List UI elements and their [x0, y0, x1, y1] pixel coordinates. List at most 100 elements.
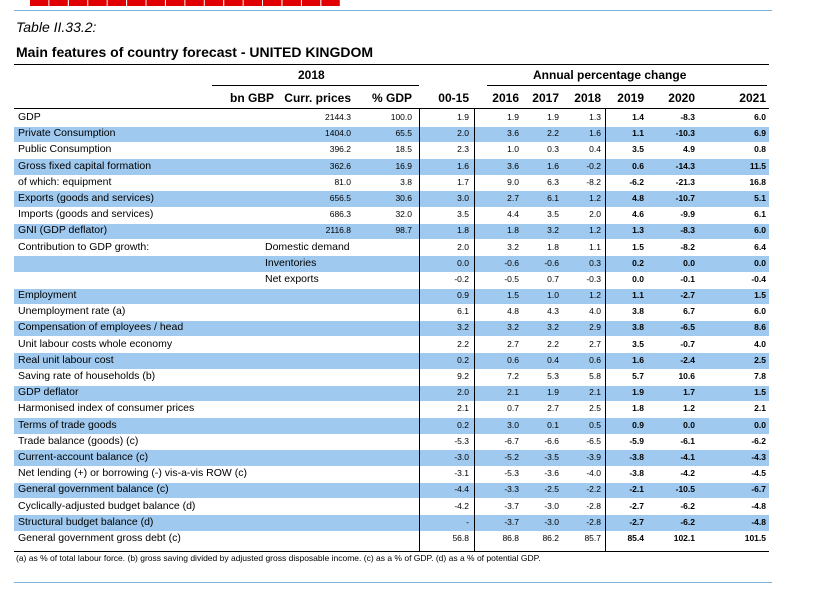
- cell-value: 9.0: [507, 176, 519, 187]
- cell-value: 1.1: [632, 128, 644, 139]
- col-2020: 2020: [668, 91, 695, 105]
- header-separator: [14, 108, 769, 109]
- cell-value: -0.2: [586, 160, 601, 171]
- cell-value: 1.9: [457, 112, 469, 122]
- cell-value: 0.0: [683, 419, 695, 430]
- cell-value: 1.1: [589, 241, 601, 252]
- cell-value: 0.6: [589, 354, 601, 365]
- table-row: Net exports -0.2 -0.5 0.7 -0.3 0.0 -0.1 -0.4: [14, 272, 769, 288]
- cell-value: 4.9: [683, 144, 695, 155]
- cell-value: 3.5: [632, 338, 644, 349]
- cell-value: 1.6: [547, 160, 559, 171]
- table-subtitle: Main features of country forecast - UNIT…: [16, 44, 374, 60]
- cell-value: -8.2: [680, 241, 695, 252]
- table-row: Real unit labour cost 0.2 0.6 0.4 0.6 1.6 -2.4…: [14, 353, 769, 369]
- cell-value: 2.1: [589, 387, 601, 398]
- cell-value: -: [466, 516, 469, 527]
- row-label: of which: equipment: [18, 175, 112, 188]
- row-label: Harmonised index of consumer prices: [18, 402, 195, 415]
- table-title: Table II.33.2:: [16, 19, 97, 35]
- table-body: GDP 2144.3 100.0 1.9 1.9 1.9 1.3 1.4 -8.3 6.0 Priv…: [14, 110, 769, 547]
- cell-value: 1.8: [457, 225, 469, 236]
- row-label: General government balance (c): [18, 483, 169, 496]
- table-row: Gross fixed capital formation 362.6 16.9 1.…: [14, 159, 769, 175]
- cell-value: 1.9: [547, 387, 559, 398]
- cell-pct-gdp: 3.8: [400, 176, 412, 187]
- table-row: Imports (goods and services) 686.3 32.0 3.5…: [14, 207, 769, 223]
- cell-pct-gdp: 65.5: [395, 128, 412, 139]
- cell-value: 9.2: [457, 371, 469, 381]
- cell-value: 0.2: [457, 419, 469, 430]
- cell-value: 1.3: [632, 225, 644, 236]
- cell-curr-prices: 2116.8: [325, 225, 351, 236]
- cell-value: -10.5: [675, 484, 695, 495]
- cell-value: 3.2: [507, 322, 519, 333]
- cell-value: 0.3: [547, 144, 559, 155]
- table-row: Net lending (+) or borrowing (-) vis-a-v…: [14, 466, 769, 482]
- cell-pct-gdp: 30.6: [395, 192, 412, 203]
- cell-value: 1.3: [589, 112, 601, 122]
- cell-value: 2.3: [457, 144, 469, 155]
- cell-value: 6.7: [683, 306, 695, 317]
- cell-curr-prices: 81.0: [334, 176, 351, 187]
- cell-value: -8.2: [586, 176, 601, 187]
- cell-value: 3.2: [457, 322, 469, 333]
- cell-value: 1.9: [507, 112, 519, 122]
- annual-group-line: [487, 85, 767, 86]
- row-shading: [14, 482, 769, 499]
- cell-value: 0.2: [457, 354, 469, 365]
- cropped-red-heading: ████████████████: [30, 0, 390, 6]
- cell-value: -4.1: [680, 451, 695, 462]
- cell-value: -0.2: [454, 273, 469, 284]
- cell-value: 0.0: [683, 257, 695, 268]
- table-row: Exports (goods and services) 656.5 30.6 3.0…: [14, 191, 769, 207]
- cell-value: -4.8: [751, 500, 766, 511]
- row-shading: [14, 126, 769, 143]
- cell-value: -3.8: [629, 451, 644, 462]
- cell-value: -14.3: [675, 160, 695, 171]
- cell-value: -0.6: [544, 257, 559, 268]
- row-label: Compensation of employees / head: [18, 321, 184, 334]
- cell-pct-gdp: 18.5: [395, 144, 412, 155]
- header-annual-change: Annual percentage change: [533, 68, 687, 82]
- col-unit: bn GBP: [230, 91, 274, 105]
- row-label: Private Consumption: [18, 127, 116, 140]
- cell-value: 4.0: [589, 306, 601, 317]
- cell-value: 2.2: [457, 338, 469, 349]
- row-label: Gross fixed capital formation: [18, 159, 152, 172]
- cell-value: 2.5: [754, 354, 766, 365]
- cell-value: -2.1: [629, 484, 644, 495]
- cell-pct-gdp: 32.0: [395, 209, 412, 220]
- cell-value: 2.0: [457, 387, 469, 398]
- cell-value: 1.5: [754, 387, 766, 398]
- cell-value: -6.5: [680, 322, 695, 333]
- cell-value: 0.0: [457, 257, 469, 268]
- cell-value: -6.7: [751, 484, 766, 495]
- col-divider-pct: [419, 108, 420, 551]
- cell-value: -5.2: [504, 451, 519, 462]
- table-row: GDP 2144.3 100.0 1.9 1.9 1.9 1.3 1.4 -8.3 6.0: [14, 110, 769, 126]
- row-label: GDP deflator: [18, 386, 79, 399]
- cell-value: 1.0: [507, 144, 519, 155]
- cell-value: 3.8: [632, 306, 644, 317]
- table-row: GNI (GDP deflator) 2116.8 98.7 1.8 1.8 3.2 1.2…: [14, 223, 769, 240]
- row-sublabel: Net exports: [265, 272, 319, 285]
- row-shading: [14, 385, 769, 402]
- cell-value: 16.8: [749, 176, 766, 187]
- cell-value: -3.7: [504, 500, 519, 511]
- row-label: Trade balance (goods) (c): [18, 434, 139, 447]
- cell-value: 101.5: [744, 532, 766, 543]
- cell-value: 3.6: [507, 128, 519, 139]
- cell-value: 2.5: [589, 403, 601, 414]
- cell-value: 0.9: [457, 290, 469, 301]
- cell-value: -5.3: [504, 468, 519, 479]
- cell-value: 3.0: [507, 419, 519, 430]
- cell-value: 1.8: [507, 225, 519, 236]
- cell-value: 2.7: [507, 192, 519, 203]
- cell-pct-gdp: 16.9: [395, 160, 412, 171]
- cell-value: -6.2: [751, 435, 766, 446]
- cell-value: -4.8: [751, 516, 766, 527]
- cell-value: -3.7: [504, 516, 519, 527]
- footnote: (a) as % of total labour force. (b) gros…: [16, 553, 541, 563]
- cell-value: 3.5: [457, 209, 469, 220]
